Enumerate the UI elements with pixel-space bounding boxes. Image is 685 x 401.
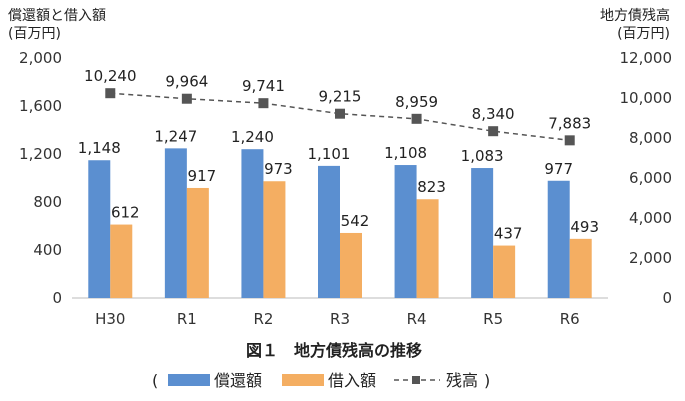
bar-borrowing: [186, 187, 209, 298]
right-tick-label: 12,000: [620, 49, 673, 67]
legend: ( 償還額 借入額 残高 ): [152, 371, 490, 390]
bar-borrowing: [493, 245, 516, 298]
right-tick-label: 6,000: [629, 169, 672, 187]
bars-group: [88, 148, 592, 298]
left-tick-label: 1,200: [19, 145, 62, 163]
bar-label-borrowing: 542: [341, 212, 370, 230]
bar-redemption: [241, 149, 264, 298]
category-label: R3: [330, 310, 350, 328]
category-label: R2: [253, 310, 273, 328]
bar-borrowing: [340, 232, 362, 298]
right-tick-label: 0: [662, 289, 672, 307]
balance-label: 9,741: [242, 77, 285, 95]
bar-redemption: [471, 168, 494, 298]
left-tick-label: 800: [33, 193, 62, 211]
bar-label-redemption: 977: [544, 160, 573, 178]
balance-label: 7,883: [548, 114, 591, 132]
right-tick-label: 10,000: [620, 89, 673, 107]
bar-label-borrowing: 437: [494, 225, 523, 243]
category-label: R5: [483, 310, 503, 328]
left-tick-label: 400: [33, 241, 62, 259]
bar-borrowing: [263, 181, 286, 298]
bar-borrowing: [416, 199, 439, 298]
legend-swatch-redemption: [168, 374, 210, 386]
bar-label-redemption: 1,108: [384, 144, 427, 162]
left-axis-title-line2: (百万円): [8, 26, 61, 42]
balance-point: [181, 93, 192, 104]
bar-redemption: [88, 160, 111, 298]
legend-open-paren: (: [152, 371, 158, 390]
legend-marker-balance: [412, 376, 420, 384]
balance-label: 9,964: [165, 73, 208, 91]
right-axis-ticks: 0 2,000 4,000 6,000 8,000 10,000 12,000: [620, 49, 673, 307]
legend-swatch-borrowing: [282, 374, 324, 386]
balance-label: 8,340: [472, 105, 515, 123]
bar-label-redemption: 1,247: [154, 127, 197, 145]
right-axis-title-line1: 地方債残高: [600, 7, 670, 24]
balance-label: 9,215: [319, 88, 362, 106]
bar-redemption: [394, 165, 417, 298]
bar-redemption: [318, 165, 340, 298]
balance-line-group: 10,240 9,964 9,741 9,215 8,959 8,340 7,883: [84, 67, 591, 146]
balance-point: [335, 108, 345, 119]
right-axis-title-line2: (百万円): [617, 26, 670, 42]
bar-label-borrowing: 612: [111, 204, 140, 222]
left-tick-label: 1,600: [19, 97, 62, 115]
balance-label: 8,959: [395, 93, 438, 111]
bar-redemption: [164, 148, 187, 298]
category-label: R6: [560, 310, 580, 328]
balance-point: [488, 126, 499, 137]
bar-labels-group: 1,148 612 1,247 917 1,240 973 1,101 542 1,108 823…: [78, 127, 599, 242]
figure-caption: 図１ 地方債残高の推移: [246, 341, 422, 360]
bar-redemption: [547, 180, 570, 298]
balance-point: [258, 98, 269, 109]
bar-label-borrowing: 917: [188, 167, 217, 185]
balance-point: [105, 88, 116, 99]
left-axis-ticks: 0 400 800 1,200 1,600 2,000: [19, 49, 62, 307]
right-tick-label: 4,000: [629, 209, 672, 227]
right-tick-label: 2,000: [629, 249, 672, 267]
left-tick-label: 2,000: [19, 49, 62, 67]
left-tick-label: 0: [52, 289, 62, 307]
bar-label-borrowing: 823: [417, 178, 446, 196]
legend-label-borrowing: 借入額: [328, 371, 376, 390]
category-label: H30: [95, 310, 125, 328]
category-labels: H30 R1 R2 R3 R4 R5 R6: [95, 310, 580, 328]
bar-label-borrowing: 493: [570, 218, 599, 236]
bar-label-redemption: 1,148: [78, 139, 121, 157]
bar-label-redemption: 1,101: [308, 145, 351, 163]
legend-close-paren: ): [484, 371, 490, 390]
bar-label-borrowing: 973: [264, 160, 293, 178]
balance-point: [564, 135, 575, 146]
balance-label: 10,240: [84, 67, 137, 85]
category-label: R1: [177, 310, 197, 328]
balance-point: [411, 113, 422, 124]
bar-label-redemption: 1,240: [231, 128, 274, 146]
left-axis-title-line1: 償還額と借入額: [8, 8, 106, 24]
bar-borrowing: [110, 224, 133, 298]
bar-borrowing: [569, 238, 592, 298]
legend-label-redemption: 償還額: [214, 371, 262, 390]
bar-label-redemption: 1,083: [461, 147, 504, 165]
legend-label-balance: 残高: [446, 371, 478, 390]
right-tick-label: 8,000: [629, 129, 672, 147]
category-label: R4: [407, 310, 427, 328]
